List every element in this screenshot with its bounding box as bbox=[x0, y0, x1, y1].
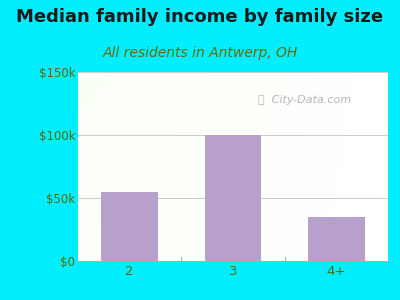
Bar bbox=[308, 217, 365, 261]
Bar bbox=[204, 135, 262, 261]
Text: Median family income by family size: Median family income by family size bbox=[16, 8, 384, 26]
Text: All residents in Antwerp, OH: All residents in Antwerp, OH bbox=[102, 46, 298, 61]
Text: ⓘ  City-Data.com: ⓘ City-Data.com bbox=[258, 95, 351, 105]
Bar bbox=[101, 192, 158, 261]
